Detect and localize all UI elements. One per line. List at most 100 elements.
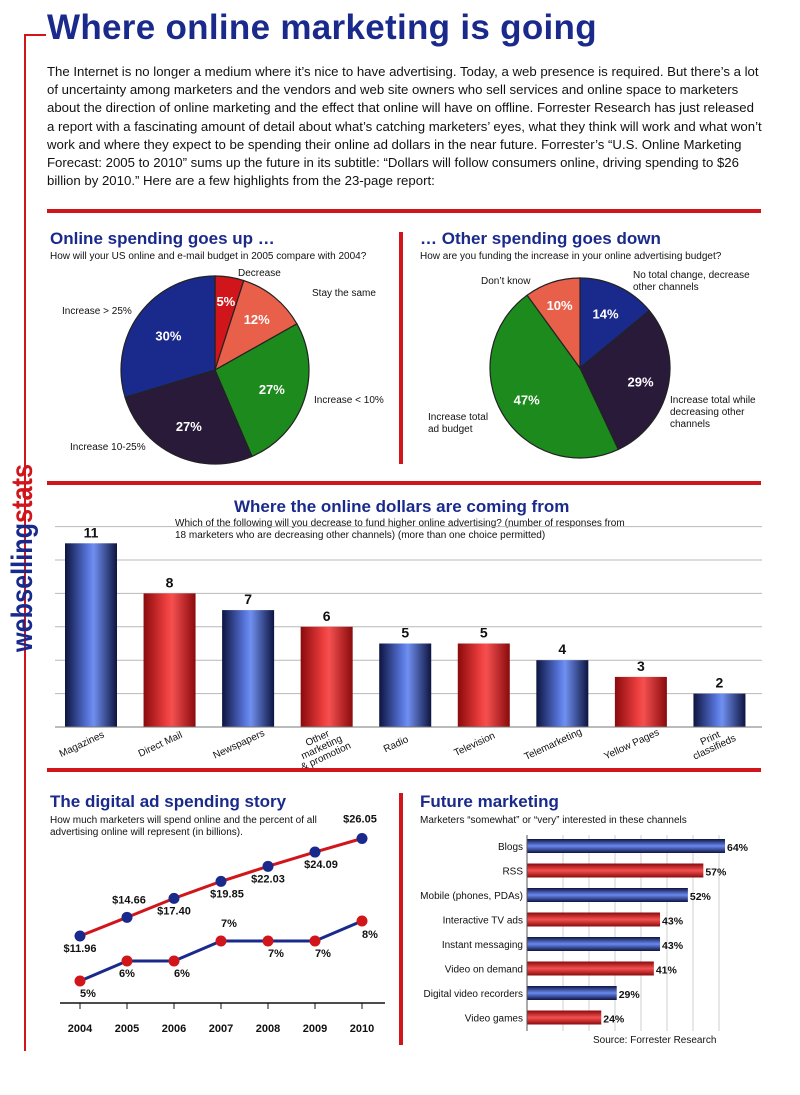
- bar-value-1: 8: [166, 574, 174, 590]
- line-point-money-4: [262, 860, 274, 872]
- bar-value-6: 4: [558, 641, 566, 657]
- pie2-slice-0: [579, 277, 651, 370]
- line-point-money-2: [168, 892, 180, 904]
- line-label-money-1: $14.66: [112, 894, 146, 906]
- pie2-slice-2: [489, 294, 620, 459]
- line-x-label-5: 2009: [303, 1023, 327, 1035]
- line-label-money-5: $24.09: [304, 859, 338, 871]
- hbar-value-7: 24%: [603, 1014, 625, 1026]
- bar-category-0: Magazines: [58, 730, 106, 760]
- hbar-value-5: 41%: [656, 965, 678, 977]
- line-x-label-3: 2007: [209, 1023, 233, 1035]
- line-x-label-2: 2006: [162, 1023, 186, 1035]
- pie2-label-inctotal: Increase total ad budget: [428, 412, 489, 435]
- hbar-5: [527, 961, 654, 976]
- line-point-pct-5: [309, 935, 321, 947]
- side-label: websellingstats: [6, 462, 40, 653]
- side-label-part1: webselling: [6, 523, 39, 652]
- line-point-pct-6: [356, 915, 368, 927]
- section-rule-bottom: [47, 768, 761, 772]
- bar-value-7: 3: [637, 658, 645, 674]
- line-label-pct-1: 6%: [119, 968, 135, 980]
- pie1-label-stay: Stay the same: [312, 288, 376, 299]
- line-label-money-3: $19.85: [210, 888, 244, 900]
- bar-subtitle: Which of the following will you decrease…: [175, 518, 625, 541]
- line-x-label-0: 2004: [68, 1023, 93, 1035]
- hbar-6: [527, 986, 617, 1000]
- bar-category-5: Television: [452, 730, 496, 759]
- hbar-value-1: 57%: [705, 867, 727, 879]
- bar-category-1: Direct Mail: [137, 730, 184, 760]
- pie1-slice-3: [124, 369, 253, 465]
- pie1-subtitle: How will your US online and e-mail budge…: [50, 251, 367, 262]
- hbar-0: [527, 839, 725, 853]
- source-note: Source: Forrester Research: [593, 1035, 717, 1046]
- hbar-value-3: 43%: [662, 916, 684, 928]
- left-vertical-rule: [24, 36, 26, 1051]
- bar-category-7: Yellow Pages: [602, 727, 661, 762]
- pie1-slice-4: [120, 275, 216, 399]
- pie1-value-4: 30%: [155, 328, 181, 343]
- bar-0: [65, 543, 117, 727]
- line-label-money-4: $22.03: [251, 873, 285, 885]
- hbar-category-6: Digital video recorders: [424, 989, 524, 1000]
- svg-text:websellingstats: websellingstats: [6, 464, 39, 652]
- hbar-1: [527, 863, 704, 878]
- bar-category-4: Radio: [382, 734, 411, 755]
- pie2-title: … Other spending goes down: [420, 229, 661, 248]
- hbar-value-6: 29%: [619, 989, 641, 1001]
- hbar-category-0: Blogs: [498, 842, 523, 853]
- pie1-label-inc1025: Increase 10-25%: [70, 442, 146, 453]
- bar-category-2: Newspapers: [212, 728, 267, 761]
- pie2-label-dontknow: Don’t know: [481, 276, 531, 287]
- line-label-money-0: $11.96: [63, 943, 96, 955]
- pie1-value-3: 27%: [176, 419, 202, 434]
- hbar-category-2: Mobile (phones, PDAs): [420, 891, 523, 902]
- bar-value-8: 2: [716, 675, 724, 691]
- bar-category-6: Telemarketing: [523, 727, 584, 763]
- line-subtitle: How much marketers will spend online and…: [50, 815, 317, 838]
- bar-value-2: 7: [244, 591, 252, 607]
- pie2-value-0: 14%: [593, 307, 619, 322]
- pie1-chart: 5% 12% 27% 27% 30%: [120, 275, 310, 465]
- bar-2: [222, 610, 275, 727]
- line-label-pct-4: 7%: [268, 948, 284, 960]
- pie1-slice-2: [214, 323, 310, 458]
- pie1-value-2: 27%: [259, 382, 285, 397]
- bar-7: [614, 676, 667, 727]
- bar-value-4: 5: [401, 625, 409, 641]
- hbar-category-7: Video games: [465, 1014, 523, 1025]
- line-point-pct-0: [74, 975, 86, 987]
- bar-category-8: Printclassifieds: [687, 724, 738, 763]
- hbar-category-4: Instant messaging: [442, 940, 523, 951]
- title-tick: [24, 34, 46, 36]
- line-label-pct-3: 7%: [221, 918, 237, 930]
- hbar-value-0: 64%: [727, 842, 749, 854]
- pie1-title: Online spending goes up …: [50, 229, 275, 248]
- bar-8: [693, 693, 746, 727]
- bar-category-3: Othermarketing& promotion: [291, 722, 353, 773]
- line-point-pct-3: [215, 935, 227, 947]
- pie2-value-2: 47%: [514, 393, 540, 408]
- intro-paragraph: The Internet is no longer a medium where…: [47, 64, 762, 189]
- pie2-label-inctotal-decr: Increase total while decreasing other ch…: [670, 395, 756, 430]
- pie1-slice-1: [213, 279, 298, 372]
- line-label-pct-2: 6%: [174, 968, 190, 980]
- pie1-value-0: 5%: [216, 294, 235, 309]
- line-point-money-5: [309, 846, 321, 858]
- hbar-subtitle: Marketers “somewhat” or “very” intereste…: [420, 815, 687, 826]
- bar-4: [379, 643, 432, 727]
- line-point-money-0: [74, 930, 86, 942]
- bar-value-5: 5: [480, 625, 488, 641]
- side-label-part2: stats: [6, 464, 39, 523]
- pie2-value-1: 29%: [627, 375, 653, 390]
- section-divider-pies: [399, 232, 403, 464]
- hbar-7: [527, 1010, 602, 1025]
- line-point-pct-1: [121, 955, 133, 967]
- line-x-label-6: 2010: [350, 1023, 374, 1035]
- pie1-value-1: 12%: [244, 312, 270, 327]
- pie2-slice-3: [526, 277, 581, 370]
- hbar-chart: Blogs 64% RSS 57% Mobile (phones, PDAs) 52% In…: [420, 835, 749, 1031]
- section-rule-bars: [47, 481, 761, 485]
- bar-1: [143, 593, 196, 727]
